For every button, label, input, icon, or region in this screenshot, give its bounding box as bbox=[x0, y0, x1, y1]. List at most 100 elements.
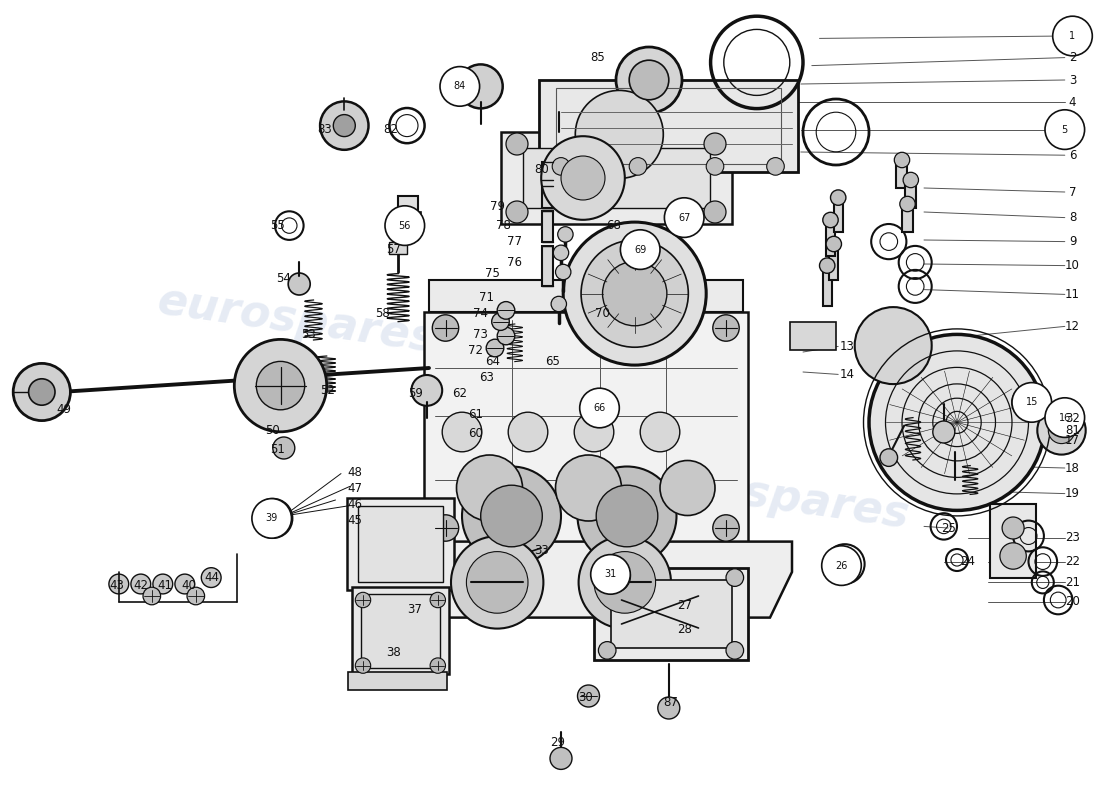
Circle shape bbox=[830, 190, 846, 206]
Circle shape bbox=[574, 412, 614, 452]
Text: 53: 53 bbox=[300, 328, 316, 341]
Text: 63: 63 bbox=[478, 371, 494, 384]
Bar bbox=[394, 212, 421, 224]
Bar bbox=[823, 270, 832, 306]
Text: 55: 55 bbox=[270, 219, 285, 232]
Circle shape bbox=[411, 375, 442, 406]
Circle shape bbox=[553, 245, 569, 261]
Circle shape bbox=[320, 102, 368, 150]
Circle shape bbox=[597, 559, 630, 593]
Bar bbox=[594, 568, 748, 660]
Circle shape bbox=[704, 133, 726, 155]
Text: 51: 51 bbox=[270, 443, 285, 456]
Circle shape bbox=[506, 201, 528, 223]
Circle shape bbox=[143, 587, 161, 605]
Circle shape bbox=[187, 587, 205, 605]
Text: 38: 38 bbox=[386, 646, 402, 658]
Text: 32: 32 bbox=[1065, 412, 1080, 425]
Circle shape bbox=[201, 568, 221, 587]
Circle shape bbox=[1000, 542, 1026, 570]
Circle shape bbox=[13, 363, 70, 421]
Polygon shape bbox=[396, 542, 792, 618]
Text: 71: 71 bbox=[478, 291, 494, 304]
Text: 74: 74 bbox=[473, 307, 488, 320]
Text: 68: 68 bbox=[606, 219, 621, 232]
Bar bbox=[542, 246, 553, 286]
Circle shape bbox=[541, 136, 625, 220]
Circle shape bbox=[481, 485, 542, 547]
Circle shape bbox=[440, 66, 480, 106]
Text: 62: 62 bbox=[452, 387, 468, 400]
Circle shape bbox=[598, 569, 616, 586]
Circle shape bbox=[432, 314, 459, 341]
Bar bbox=[610, 580, 732, 648]
Circle shape bbox=[820, 258, 835, 274]
Circle shape bbox=[256, 362, 305, 410]
Circle shape bbox=[1012, 386, 1045, 419]
Text: 65: 65 bbox=[544, 355, 560, 368]
Circle shape bbox=[1037, 406, 1086, 454]
Text: 79: 79 bbox=[490, 200, 505, 213]
Text: 49: 49 bbox=[56, 403, 72, 416]
Circle shape bbox=[430, 592, 446, 608]
Text: 37: 37 bbox=[407, 603, 422, 616]
Circle shape bbox=[552, 158, 570, 175]
Circle shape bbox=[253, 498, 293, 538]
Circle shape bbox=[706, 158, 724, 175]
Text: 52: 52 bbox=[320, 384, 336, 397]
Circle shape bbox=[822, 546, 861, 586]
Text: 16: 16 bbox=[1058, 413, 1071, 422]
Bar bbox=[389, 242, 407, 254]
Bar bbox=[429, 280, 742, 312]
Text: 10: 10 bbox=[1065, 259, 1080, 272]
Text: 22: 22 bbox=[1065, 555, 1080, 568]
Circle shape bbox=[616, 47, 682, 113]
Text: 5: 5 bbox=[1062, 125, 1068, 134]
Bar bbox=[542, 211, 553, 242]
Circle shape bbox=[825, 544, 865, 584]
Circle shape bbox=[726, 569, 744, 586]
Text: 61: 61 bbox=[468, 408, 483, 421]
Circle shape bbox=[1045, 398, 1085, 438]
Bar bbox=[902, 206, 913, 232]
Bar bbox=[352, 587, 449, 674]
Circle shape bbox=[333, 114, 355, 137]
Circle shape bbox=[578, 466, 676, 566]
Circle shape bbox=[273, 437, 295, 459]
Text: 33: 33 bbox=[534, 544, 549, 557]
Text: 28: 28 bbox=[676, 623, 692, 636]
Text: 3: 3 bbox=[1069, 74, 1076, 86]
Circle shape bbox=[442, 412, 482, 452]
Text: 39: 39 bbox=[265, 514, 278, 523]
Circle shape bbox=[551, 296, 566, 312]
Circle shape bbox=[252, 498, 292, 538]
Circle shape bbox=[823, 212, 838, 228]
Circle shape bbox=[556, 264, 571, 280]
Text: 69: 69 bbox=[634, 245, 647, 254]
Bar bbox=[424, 312, 748, 544]
Circle shape bbox=[466, 551, 528, 613]
Text: 58: 58 bbox=[375, 307, 390, 320]
Text: 15: 15 bbox=[1025, 398, 1038, 407]
Circle shape bbox=[462, 466, 561, 566]
Circle shape bbox=[855, 307, 932, 384]
Text: 41: 41 bbox=[157, 579, 173, 592]
Circle shape bbox=[704, 201, 726, 223]
Text: 75: 75 bbox=[485, 267, 501, 280]
Circle shape bbox=[109, 574, 129, 594]
Text: 24: 24 bbox=[960, 555, 976, 568]
Circle shape bbox=[497, 327, 515, 345]
Circle shape bbox=[561, 156, 605, 200]
Circle shape bbox=[550, 747, 572, 770]
Circle shape bbox=[726, 642, 744, 659]
Circle shape bbox=[894, 152, 910, 168]
Text: 48: 48 bbox=[348, 466, 363, 478]
Text: 8: 8 bbox=[1069, 211, 1076, 224]
Bar bbox=[556, 88, 781, 164]
Circle shape bbox=[1012, 382, 1052, 422]
Bar bbox=[398, 196, 418, 240]
Text: 46: 46 bbox=[348, 498, 363, 510]
Circle shape bbox=[591, 554, 630, 594]
Circle shape bbox=[629, 60, 669, 100]
Bar bbox=[348, 672, 447, 690]
